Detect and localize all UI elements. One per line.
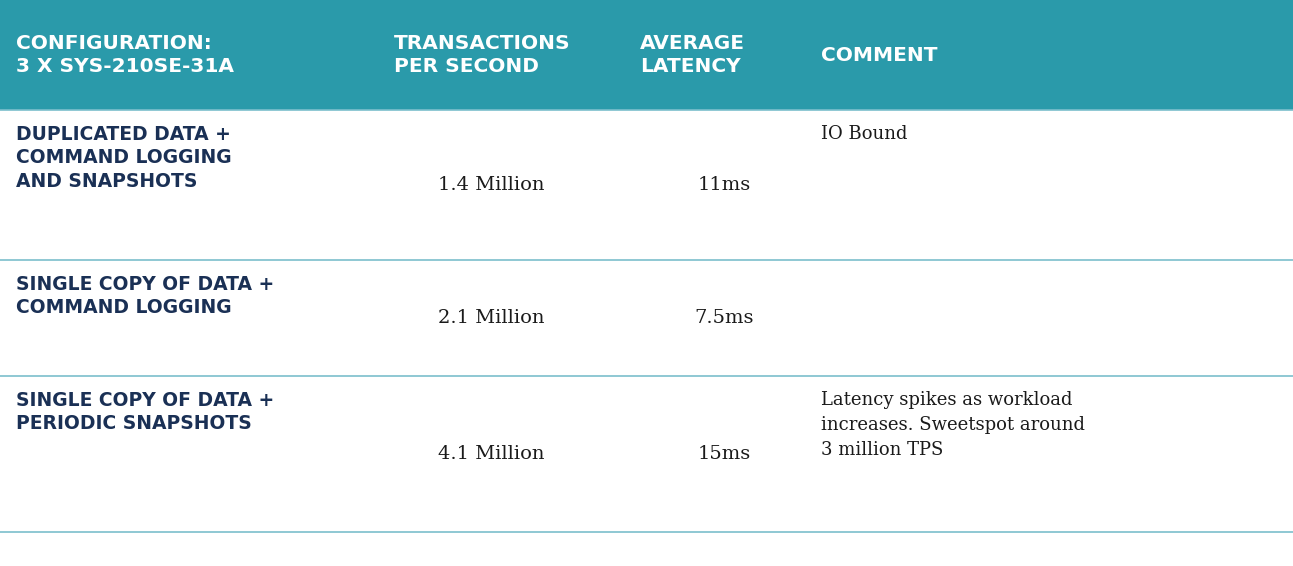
Text: 7.5ms: 7.5ms — [694, 310, 754, 327]
Text: 2.1 Million: 2.1 Million — [438, 310, 544, 327]
Text: AVERAGE
LATENCY: AVERAGE LATENCY — [640, 35, 745, 76]
Text: SINGLE COPY OF DATA +
PERIODIC SNAPSHOTS: SINGLE COPY OF DATA + PERIODIC SNAPSHOTS — [16, 391, 274, 433]
Bar — [0, 0, 1293, 110]
Text: IO Bound: IO Bound — [821, 125, 908, 143]
Text: COMMENT: COMMENT — [821, 46, 937, 65]
Text: CONFIGURATION:
3 X SYS-210SE-31A: CONFIGURATION: 3 X SYS-210SE-31A — [16, 35, 234, 76]
Text: 1.4 Million: 1.4 Million — [438, 177, 544, 194]
Text: Latency spikes as workload
increases. Sweetspot around
3 million TPS: Latency spikes as workload increases. Sw… — [821, 391, 1085, 458]
Text: 11ms: 11ms — [697, 177, 751, 194]
Text: TRANSACTIONS
PER SECOND: TRANSACTIONS PER SECOND — [394, 35, 572, 76]
Text: DUPLICATED DATA +
COMMAND LOGGING
AND SNAPSHOTS: DUPLICATED DATA + COMMAND LOGGING AND SN… — [16, 125, 231, 191]
Text: SINGLE COPY OF DATA +
COMMAND LOGGING: SINGLE COPY OF DATA + COMMAND LOGGING — [16, 275, 274, 317]
Text: 15ms: 15ms — [697, 445, 751, 463]
Text: 4.1 Million: 4.1 Million — [438, 445, 544, 463]
